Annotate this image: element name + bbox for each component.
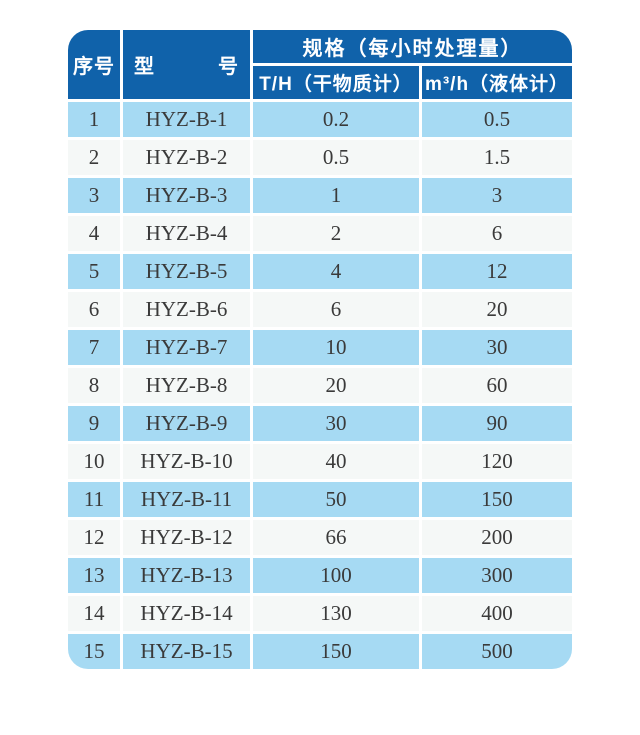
header-dry-matter: T/H（干物质计） <box>253 66 419 99</box>
cell-serial-number: 9 <box>68 406 120 441</box>
table-row: 5 HYZ-B-5 4 12 <box>68 254 572 289</box>
cell-dry-matter: 66 <box>253 520 419 555</box>
cell-liquid: 400 <box>422 596 572 631</box>
cell-serial-number: 4 <box>68 216 120 251</box>
cell-dry-matter: 0.5 <box>253 140 419 175</box>
header-model: 型 号 <box>123 30 250 99</box>
table-row: 11 HYZ-B-11 50 150 <box>68 482 572 517</box>
header-spec-group: 规格（每小时处理量） <box>253 30 572 63</box>
cell-liquid: 12 <box>422 254 572 289</box>
cell-model: HYZ-B-10 <box>123 444 250 479</box>
cell-model: HYZ-B-3 <box>123 178 250 213</box>
cell-dry-matter: 0.2 <box>253 102 419 137</box>
cell-model: HYZ-B-4 <box>123 216 250 251</box>
cell-model: HYZ-B-7 <box>123 330 250 365</box>
cell-model: HYZ-B-13 <box>123 558 250 593</box>
table-row: 2 HYZ-B-2 0.5 1.5 <box>68 140 572 175</box>
header-serial-number: 序号 <box>68 30 120 99</box>
cell-model: HYZ-B-14 <box>123 596 250 631</box>
table-row: 9 HYZ-B-9 30 90 <box>68 406 572 441</box>
table-row: 8 HYZ-B-8 20 60 <box>68 368 572 403</box>
cell-serial-number: 3 <box>68 178 120 213</box>
cell-dry-matter: 6 <box>253 292 419 327</box>
table-row: 12 HYZ-B-12 66 200 <box>68 520 572 555</box>
cell-dry-matter: 10 <box>253 330 419 365</box>
cell-liquid: 6 <box>422 216 572 251</box>
cell-dry-matter: 150 <box>253 634 419 669</box>
table-row: 7 HYZ-B-7 10 30 <box>68 330 572 365</box>
table-row: 6 HYZ-B-6 6 20 <box>68 292 572 327</box>
cell-liquid: 200 <box>422 520 572 555</box>
cell-dry-matter: 4 <box>253 254 419 289</box>
cell-dry-matter: 20 <box>253 368 419 403</box>
cell-liquid: 3 <box>422 178 572 213</box>
cell-model: HYZ-B-11 <box>123 482 250 517</box>
table-body: 1 HYZ-B-1 0.2 0.5 2 HYZ-B-2 0.5 1.5 3 HYZ-B-3 1 3 4 H… <box>68 102 572 669</box>
cell-model: HYZ-B-6 <box>123 292 250 327</box>
cell-serial-number: 13 <box>68 558 120 593</box>
cell-serial-number: 15 <box>68 634 120 669</box>
cell-liquid: 20 <box>422 292 572 327</box>
cell-serial-number: 14 <box>68 596 120 631</box>
cell-liquid: 120 <box>422 444 572 479</box>
cell-serial-number: 6 <box>68 292 120 327</box>
cell-dry-matter: 100 <box>253 558 419 593</box>
table-row: 14 HYZ-B-14 130 400 <box>68 596 572 631</box>
cell-dry-matter: 1 <box>253 178 419 213</box>
cell-liquid: 30 <box>422 330 572 365</box>
cell-serial-number: 12 <box>68 520 120 555</box>
cell-liquid: 0.5 <box>422 102 572 137</box>
cell-liquid: 60 <box>422 368 572 403</box>
table-row: 10 HYZ-B-10 40 120 <box>68 444 572 479</box>
cell-dry-matter: 130 <box>253 596 419 631</box>
table-header: 序号 型 号 规格（每小时处理量） T/H（干物质计） m³/h（液体计） <box>68 30 572 99</box>
cell-liquid: 150 <box>422 482 572 517</box>
cell-model: HYZ-B-9 <box>123 406 250 441</box>
cell-liquid: 90 <box>422 406 572 441</box>
header-liquid: m³/h（液体计） <box>422 66 572 99</box>
cell-model: HYZ-B-15 <box>123 634 250 669</box>
cell-model: HYZ-B-1 <box>123 102 250 137</box>
cell-liquid: 500 <box>422 634 572 669</box>
cell-serial-number: 1 <box>68 102 120 137</box>
cell-serial-number: 8 <box>68 368 120 403</box>
cell-dry-matter: 2 <box>253 216 419 251</box>
cell-serial-number: 5 <box>68 254 120 289</box>
cell-liquid: 300 <box>422 558 572 593</box>
cell-model: HYZ-B-5 <box>123 254 250 289</box>
cell-liquid: 1.5 <box>422 140 572 175</box>
cell-model: HYZ-B-2 <box>123 140 250 175</box>
cell-dry-matter: 50 <box>253 482 419 517</box>
table-row: 3 HYZ-B-3 1 3 <box>68 178 572 213</box>
cell-dry-matter: 30 <box>253 406 419 441</box>
cell-model: HYZ-B-12 <box>123 520 250 555</box>
table-row: 15 HYZ-B-15 150 500 <box>68 634 572 669</box>
cell-dry-matter: 40 <box>253 444 419 479</box>
cell-serial-number: 11 <box>68 482 120 517</box>
table-row: 13 HYZ-B-13 100 300 <box>68 558 572 593</box>
cell-serial-number: 2 <box>68 140 120 175</box>
table-row: 1 HYZ-B-1 0.2 0.5 <box>68 102 572 137</box>
cell-serial-number: 10 <box>68 444 120 479</box>
table-row: 4 HYZ-B-4 2 6 <box>68 216 572 251</box>
cell-model: HYZ-B-8 <box>123 368 250 403</box>
cell-serial-number: 7 <box>68 330 120 365</box>
